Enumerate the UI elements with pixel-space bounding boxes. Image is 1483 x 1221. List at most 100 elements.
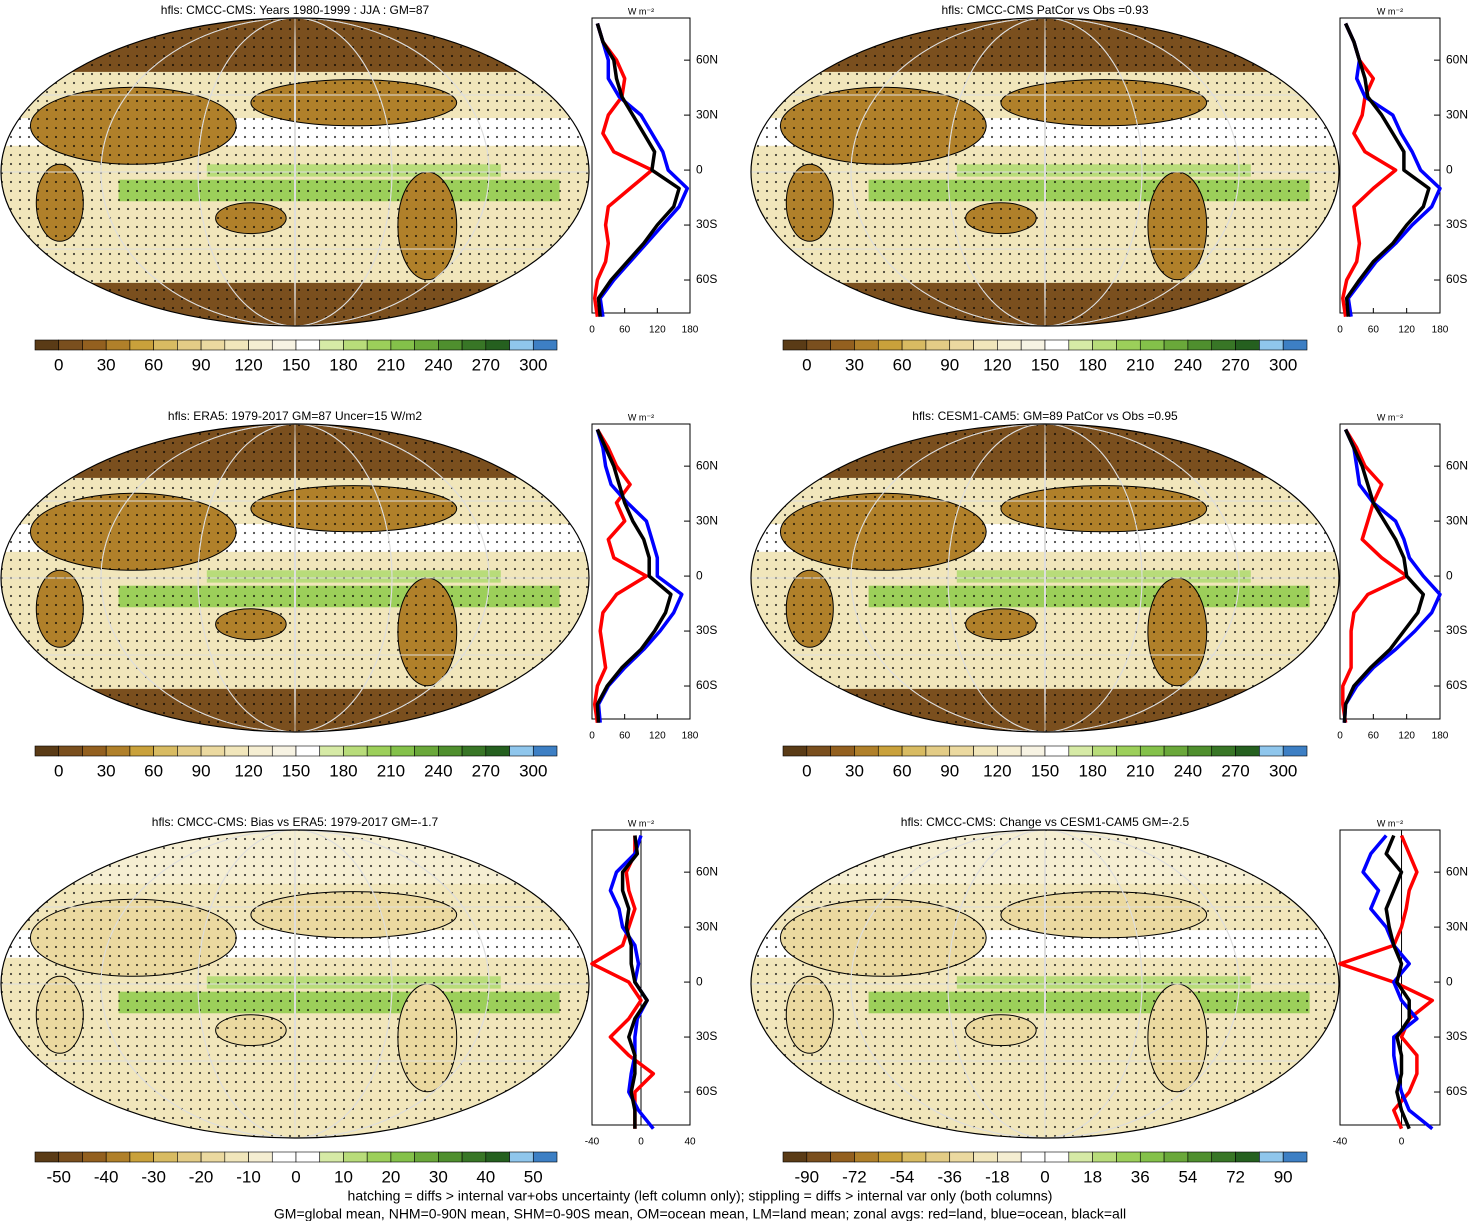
- colorbar-box: [248, 1151, 273, 1163]
- x-tick-label: -40: [1333, 1137, 1348, 1148]
- colorbar-box: [1259, 745, 1284, 757]
- y-tick-label: 30N: [1446, 919, 1468, 933]
- colorbar-box: [319, 339, 344, 351]
- y-tick-label: 30S: [696, 623, 717, 637]
- x-tick-label: -40: [585, 1137, 600, 1148]
- colorbar-box: [1044, 339, 1070, 351]
- zonal-unit: W m⁻²: [628, 412, 654, 422]
- colorbar-label: 0: [802, 355, 811, 374]
- y-tick-label: 30S: [696, 1029, 717, 1043]
- colorbar-box: [782, 745, 808, 757]
- colorbar-box: [390, 339, 415, 351]
- colorbar-box: [1163, 745, 1189, 757]
- zonal-frame: [1339, 17, 1441, 314]
- panel: hfls: CMCC-CMS: Bias vs ERA5: 1979-2017 …: [0, 815, 718, 1186]
- colorbar-box: [1068, 1151, 1093, 1163]
- colorbar-box: [366, 745, 392, 757]
- colorbar-label: 0: [1040, 1167, 1049, 1186]
- panel: hfls: CMCC-CMS PatCor vs Obs =0.93 0 30 60 9…: [750, 3, 1468, 374]
- panel-title: hfls: CMCC-CMS: Change vs CESM1-CAM5 GM=…: [901, 815, 1190, 829]
- zonal-line: [1341, 428, 1409, 723]
- colorbar-box: [343, 1151, 368, 1163]
- colorbar-box: [1116, 339, 1141, 351]
- zonal-line: [595, 22, 690, 317]
- x-tick-label: 0: [1337, 731, 1343, 742]
- x-tick-label: 60: [619, 325, 631, 336]
- colorbar-box: [1139, 1151, 1165, 1163]
- zonal-line: [595, 428, 673, 723]
- y-tick-label: 60S: [1446, 1084, 1467, 1098]
- colorbar-label: 30: [97, 355, 116, 374]
- y-tick-label: 0: [696, 162, 703, 176]
- colorbar-box: [366, 339, 392, 351]
- colorbar-label: 300: [1269, 761, 1297, 780]
- colorbar-label: 0: [291, 1167, 300, 1186]
- colorbar-label: 180: [1078, 761, 1106, 780]
- colorbar-label: -50: [46, 1167, 71, 1186]
- colorbar-box: [1092, 339, 1117, 351]
- colorbar-box: [177, 1151, 202, 1163]
- x-tick-label: 120: [1398, 325, 1415, 336]
- colorbar-box: [82, 339, 107, 351]
- x-tick-label: 120: [649, 325, 666, 336]
- map-field: [1, 424, 589, 732]
- colorbar-box: [295, 339, 321, 351]
- colorbar-box: [877, 339, 903, 351]
- colorbar-box: [1163, 1151, 1189, 1163]
- colorbar-box: [82, 745, 107, 757]
- colorbar-box: [854, 1151, 879, 1163]
- colorbar-box: [1163, 339, 1189, 351]
- colorbar-box: [485, 745, 510, 757]
- colorbar-box: [1092, 1151, 1117, 1163]
- x-tick-label: 60: [1368, 731, 1380, 742]
- zonal-unit: W m⁻²: [1377, 818, 1403, 828]
- colorbar-label: 30: [97, 761, 116, 780]
- footer-line: GM=global mean, NHM=0-90N mean, SHM=0-90…: [274, 1206, 1126, 1221]
- y-tick-label: 0: [1446, 162, 1453, 176]
- colorbar-box: [248, 339, 273, 351]
- colorbar-label: -54: [890, 1167, 915, 1186]
- map-field: [751, 424, 1339, 732]
- y-tick-label: 60S: [1446, 272, 1467, 286]
- zonal-line: [1342, 428, 1426, 723]
- colorbar-box: [532, 339, 558, 351]
- x-tick-label: 180: [682, 731, 699, 742]
- map-border: [0, 17, 590, 327]
- colorbar-box: [830, 745, 855, 757]
- zonal-line: [1341, 22, 1398, 317]
- zonal-frame: [591, 17, 691, 314]
- y-tick-label: 60S: [696, 678, 717, 692]
- colorbar-box: [1259, 339, 1284, 351]
- colorbar-box: [1187, 745, 1213, 757]
- colorbar-box: [854, 745, 879, 757]
- colorbar-box: [200, 1151, 226, 1163]
- zonal-line: [590, 835, 656, 1129]
- colorbar-box: [925, 339, 951, 351]
- colorbar-label: 36: [1131, 1167, 1150, 1186]
- colorbar-label: 10: [334, 1167, 353, 1186]
- colorbar-box: [153, 339, 178, 351]
- colorbar-box: [414, 1151, 439, 1163]
- colorbar-box: [1282, 745, 1308, 757]
- colorbar-box: [390, 745, 415, 757]
- colorbar-box: [366, 1151, 392, 1163]
- map-field: [1, 830, 589, 1138]
- colorbar-box: [854, 339, 879, 351]
- panel-title: hfls: CMCC-CMS: Bias vs ERA5: 1979-2017 …: [152, 815, 439, 829]
- colorbar-box: [34, 339, 60, 351]
- colorbar-box: [319, 1151, 344, 1163]
- colorbar-box: [949, 745, 974, 757]
- colorbar-box: [485, 1151, 510, 1163]
- colorbar-box: [806, 339, 831, 351]
- x-tick-label: 180: [682, 325, 699, 336]
- colorbar-box: [1259, 1151, 1284, 1163]
- colorbar-box: [509, 1151, 534, 1163]
- zonal-line: [1384, 834, 1411, 1130]
- colorbar-label: 90: [1274, 1167, 1293, 1186]
- y-tick-label: 60S: [696, 1084, 717, 1098]
- colorbar-label: 210: [377, 761, 405, 780]
- colorbar-box: [997, 1151, 1022, 1163]
- y-tick-label: 60S: [1446, 678, 1467, 692]
- colorbar-box: [1211, 745, 1236, 757]
- colorbar-box: [461, 1151, 487, 1163]
